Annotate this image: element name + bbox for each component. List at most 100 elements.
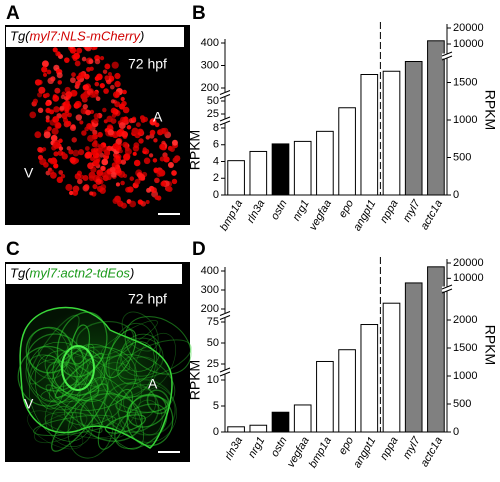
y-tick-label: 50 [207,95,219,107]
nucleus [142,147,147,152]
nucleus [104,63,111,70]
y-tick-label: 300 [201,284,219,296]
nucleus [45,118,50,123]
nucleus [73,52,80,60]
fibre [105,329,137,379]
nucleus [83,184,90,191]
nucleus [77,149,85,156]
y-axis-label: RPKM [187,130,203,170]
x-tick-label: myl7 [401,434,423,461]
x-tick-label: nppa [378,435,401,462]
nucleus [64,86,71,93]
nucleus [60,173,66,179]
fibre [33,412,88,444]
axis-break [441,288,453,294]
nucleus [34,131,42,139]
nucleus [137,199,143,205]
nucleus [53,151,59,157]
nucleus [71,72,76,78]
nucleus [79,120,84,125]
x-tick-label: rln3a [245,198,268,225]
nucleus [64,57,70,63]
nucleus [112,143,119,150]
bar [293,140,312,196]
nucleus [45,101,50,107]
nucleus [120,96,125,102]
axis-break-gap [220,313,230,318]
fibre [146,389,170,415]
nucleus [65,120,72,127]
nucleus [106,115,113,123]
x-tick-label: actc1a [418,198,445,232]
nucleus [58,170,64,175]
nucleus [131,116,137,122]
y-tick-label: 0 [213,189,219,201]
nucleus [161,127,169,135]
nucleus [145,200,150,205]
y-tick-label: 20000 [453,22,484,34]
nucleus [167,162,174,169]
x-tick-label: actc1a [418,435,445,469]
axis-break-gap [220,92,230,97]
nucleus [92,117,99,124]
x-tick-label: epo [337,435,357,457]
nucleus [95,178,102,185]
y-tick-label: 500 [453,398,471,410]
nucleus [154,195,160,200]
y-tick-label: 8 [213,122,219,134]
bar [427,40,445,196]
nucleus [41,66,48,73]
y-tick-label: 2000 [453,314,477,326]
nucleus [46,69,52,75]
axis-break-gap [220,118,230,124]
atrium-label: A [148,376,158,392]
nucleus [118,122,126,129]
x-tick-label: angpt1 [351,198,378,233]
atrium-label: A [153,109,163,125]
fibre [126,393,174,447]
fibre [108,322,158,399]
nucleus [152,158,158,163]
nucleus [37,146,43,153]
nucleus [132,145,140,152]
bar [427,266,445,433]
bar [382,70,401,196]
nucleus [43,72,48,77]
nucleus [51,127,59,135]
nucleus [61,153,68,160]
nucleus [67,112,72,118]
heart-fibres [17,306,192,459]
nucleus [89,92,96,98]
nucleus [84,146,90,151]
tg-gene: myl7:actn2-tdEos [30,266,131,281]
nucleus [75,114,83,121]
nucleus [54,87,61,94]
fibre [48,343,95,402]
nuclei [29,37,181,209]
y-tick-label: 20000 [453,257,484,269]
nucleus [102,107,107,113]
y-tick-label: 10000 [453,38,484,50]
nucleus [86,123,93,130]
nucleus [99,83,105,89]
nucleus [53,163,59,169]
nucleus [104,75,110,81]
fibre [46,361,100,402]
y-tick-label: 500 [453,151,471,163]
nucleus [102,69,108,74]
nucleus [171,178,178,185]
fibre [28,341,89,403]
nucleus [80,93,87,100]
bar [271,411,290,433]
bar [404,282,423,433]
fibre [119,337,164,377]
fibre [114,403,168,450]
nucleus [38,86,46,94]
nucleus [135,122,141,128]
label-box [6,27,184,47]
axis-break [219,371,231,377]
bar [382,302,401,433]
fibre [126,394,167,428]
nucleus [74,173,81,180]
